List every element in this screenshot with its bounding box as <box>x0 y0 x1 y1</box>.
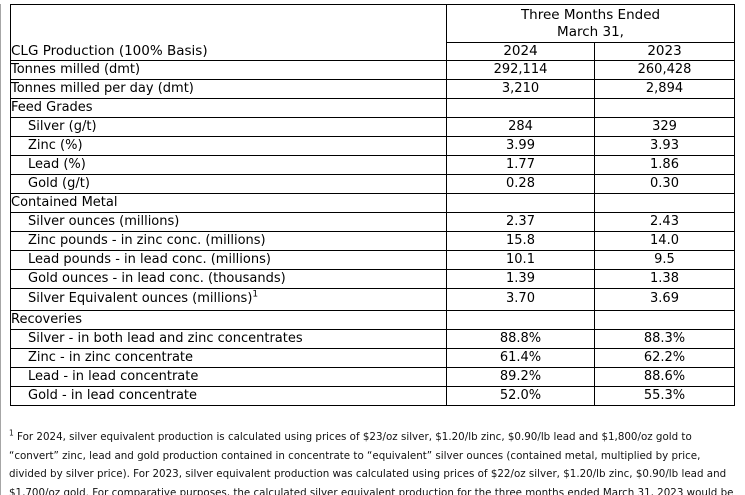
row-value-2023: 14.0 <box>593 231 736 251</box>
row-value-2023: 2.43 <box>593 212 736 232</box>
row-value-2024: 0.28 <box>446 174 595 194</box>
table-row: Silver (g/t) 284 329 <box>10 117 736 137</box>
table-row: Lead (%) 1.77 1.86 <box>10 155 736 175</box>
row-value-2023: 88.6% <box>593 367 736 387</box>
row-value-2023: 3.69 <box>593 288 736 311</box>
row-value-2023 <box>593 310 736 330</box>
row-value-2024: 10.1 <box>446 250 595 270</box>
table-row: Tonnes milled (dmt) 292,114 260,428 <box>10 60 736 80</box>
section-label: Contained Metal <box>10 193 447 213</box>
period-line2: March 31, <box>557 23 624 40</box>
row-label: Silver Equivalent ounces (millions)1 <box>10 288 447 311</box>
table-row: Zinc - in zinc concentrate 61.4% 62.2% <box>10 348 736 368</box>
row-label: Zinc - in zinc concentrate <box>10 348 447 368</box>
row-value-2023: 260,428 <box>593 60 736 80</box>
row-label: Silver - in both lead and zinc concentra… <box>10 329 447 349</box>
row-value-2024: 88.8% <box>446 329 595 349</box>
production-table: CLG Production (100% Basis) Three Months… <box>10 4 736 406</box>
row-value-2023: 1.38 <box>593 269 736 289</box>
section-label: Feed Grades <box>10 98 447 118</box>
row-label: Tonnes milled (dmt) <box>10 60 447 80</box>
footnote-marker: 1 <box>9 428 14 438</box>
row-value-2024 <box>446 193 595 213</box>
row-value-2024 <box>446 98 595 118</box>
row-value-2024: 52.0% <box>446 386 595 406</box>
row-value-2023 <box>593 193 736 213</box>
row-value-2024: 2.37 <box>446 212 595 232</box>
row-label: Gold - in lead concentrate <box>10 386 447 406</box>
row-label: Zinc (%) <box>10 136 447 156</box>
table-row: Silver - in both lead and zinc concentra… <box>10 329 736 349</box>
row-value-2024: 89.2% <box>446 367 595 387</box>
row-label: Lead - in lead concentrate <box>10 367 447 387</box>
column-header-2023: 2023 <box>593 42 736 61</box>
row-label: Gold (g/t) <box>10 174 447 194</box>
footnote-text: For 2024, silver equivalent production i… <box>9 431 734 495</box>
document-page: CLG Production (100% Basis) Three Months… <box>0 4 745 495</box>
column-header-2024: 2024 <box>446 42 595 61</box>
row-value-2024: 3.70 <box>446 288 595 311</box>
header-row-period: CLG Production (100% Basis) Three Months… <box>10 4 736 61</box>
row-value-2023: 1.86 <box>593 155 736 175</box>
row-value-2023 <box>593 98 736 118</box>
row-label: Tonnes milled per day (dmt) <box>10 79 447 99</box>
table-row: Lead pounds - in lead conc. (millions) 10… <box>10 250 736 270</box>
section-label: Recoveries <box>10 310 447 330</box>
row-value-2024: 3.99 <box>446 136 595 156</box>
row-value-2023: 3.93 <box>593 136 736 156</box>
row-label: Silver ounces (millions) <box>10 212 447 232</box>
table-row: Gold ounces - in lead conc. (thousands) 1… <box>10 269 736 289</box>
row-value-2023: 55.3% <box>593 386 736 406</box>
row-value-2024: 1.39 <box>446 269 595 289</box>
table-header: CLG Production (100% Basis) Three Months… <box>10 4 736 61</box>
row-value-2023: 2,894 <box>593 79 736 99</box>
period-header: Three Months Ended March 31, <box>445 4 736 43</box>
row-value-2024 <box>446 310 595 330</box>
table-row: Gold - in lead concentrate 52.0% 55.3% <box>10 386 736 406</box>
section-row: Recoveries <box>10 310 736 330</box>
row-value-2024: 292,114 <box>446 60 595 80</box>
row-value-2023: 62.2% <box>593 348 736 368</box>
row-value-2023: 0.30 <box>593 174 736 194</box>
table-title: CLG Production (100% Basis) <box>10 4 447 61</box>
table-body: Tonnes milled (dmt) 292,114 260,428 Tonnes … <box>10 60 736 406</box>
section-row: Feed Grades <box>10 98 736 118</box>
row-label: Lead (%) <box>10 155 447 175</box>
row-label: Zinc pounds - in zinc conc. (millions) <box>10 231 447 251</box>
footnote: 1 For 2024, silver equivalent production… <box>9 428 740 495</box>
row-value-2024: 3,210 <box>446 79 595 99</box>
table-row: Tonnes milled per day (dmt) 3,210 2,894 <box>10 79 736 99</box>
row-value-2023: 9.5 <box>593 250 736 270</box>
row-label: Silver (g/t) <box>10 117 447 137</box>
period-line1: Three Months Ended <box>520 6 661 23</box>
section-row: Contained Metal <box>10 193 736 213</box>
table-row: Zinc pounds - in zinc conc. (millions) 15… <box>10 231 736 251</box>
row-value-2024: 15.8 <box>446 231 595 251</box>
footnote-reference: 1 <box>252 290 259 301</box>
row-label: Gold ounces - in lead conc. (thousands) <box>10 269 447 289</box>
row-value-2023: 329 <box>593 117 736 137</box>
row-value-2024: 284 <box>446 117 595 137</box>
row-value-2024: 61.4% <box>446 348 595 368</box>
table-row: Silver ounces (millions) 2.37 2.43 <box>10 212 736 232</box>
table-row: Zinc (%) 3.99 3.93 <box>10 136 736 156</box>
table-row: Gold (g/t) 0.28 0.30 <box>10 174 736 194</box>
table-row: Silver Equivalent ounces (millions)1 3.70… <box>10 288 736 311</box>
row-label: Lead pounds - in lead conc. (millions) <box>10 250 447 270</box>
table-row: Lead - in lead concentrate 89.2% 88.6% <box>10 367 736 387</box>
row-value-2023: 88.3% <box>593 329 736 349</box>
row-value-2024: 1.77 <box>446 155 595 175</box>
